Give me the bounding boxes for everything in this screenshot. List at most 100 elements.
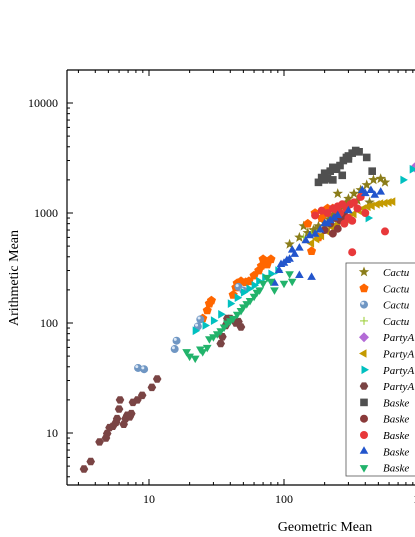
data-point bbox=[258, 280, 268, 289]
data-point bbox=[216, 339, 225, 348]
data-point bbox=[329, 213, 339, 221]
legend-label: PartyA bbox=[382, 381, 414, 393]
data-point bbox=[379, 176, 391, 187]
data-point bbox=[240, 288, 249, 297]
legend-box bbox=[345, 262, 415, 477]
data-point bbox=[137, 391, 147, 400]
data-point bbox=[182, 349, 191, 357]
data-point bbox=[332, 188, 343, 199]
data-point bbox=[287, 278, 297, 287]
legend-marker bbox=[359, 283, 369, 293]
data-point bbox=[361, 179, 372, 190]
data-point bbox=[301, 235, 311, 244]
data-point bbox=[310, 229, 320, 237]
data-point bbox=[349, 198, 358, 207]
data-point bbox=[245, 298, 255, 306]
data-point bbox=[266, 278, 276, 287]
data-point bbox=[348, 188, 360, 199]
data-point bbox=[147, 383, 157, 392]
data-point bbox=[355, 148, 363, 156]
legend-marker bbox=[359, 349, 367, 358]
data-point bbox=[246, 284, 254, 293]
data-point bbox=[329, 176, 337, 184]
legend-marker bbox=[358, 266, 370, 277]
data-point bbox=[372, 200, 380, 209]
data-point bbox=[344, 155, 353, 163]
data-point bbox=[353, 204, 362, 213]
data-point bbox=[209, 334, 218, 342]
data-point bbox=[196, 315, 205, 324]
data-point bbox=[232, 311, 242, 320]
data-point bbox=[295, 270, 304, 278]
legend-label: Cactu bbox=[383, 283, 410, 295]
data-point bbox=[368, 174, 379, 185]
tick-labels: 10 100 10 10 100 1000 10000 bbox=[28, 96, 415, 506]
data-point bbox=[228, 315, 238, 324]
data-point bbox=[409, 164, 415, 174]
data-point bbox=[192, 326, 201, 336]
data-point bbox=[234, 293, 243, 302]
data-point bbox=[375, 199, 384, 208]
data-point bbox=[316, 231, 325, 241]
data-point bbox=[412, 163, 415, 168]
data-point bbox=[303, 218, 313, 228]
data-point bbox=[326, 167, 335, 175]
data-point bbox=[327, 209, 339, 220]
y-tick-label: 10 bbox=[46, 426, 58, 440]
data-point bbox=[266, 254, 276, 264]
data-point bbox=[274, 265, 284, 273]
data-point bbox=[320, 176, 329, 184]
x-tick-label: 100 bbox=[275, 492, 293, 506]
data-point bbox=[79, 465, 89, 473]
data-point bbox=[262, 274, 272, 283]
y-axis-label: Arithmetic Mean bbox=[7, 230, 22, 326]
legend-label: PartyA bbox=[382, 332, 414, 344]
data-point bbox=[119, 420, 128, 428]
series-9 bbox=[314, 146, 376, 187]
data-point bbox=[298, 220, 309, 231]
data-point bbox=[381, 227, 390, 236]
series-10 bbox=[320, 211, 349, 238]
data-point bbox=[307, 246, 317, 255]
data-point bbox=[234, 317, 243, 326]
legend-marker bbox=[359, 446, 369, 454]
data-point bbox=[307, 272, 316, 280]
data-point bbox=[306, 239, 315, 248]
data-point bbox=[302, 227, 313, 238]
legend-label: PartyA bbox=[382, 365, 414, 377]
data-point bbox=[290, 249, 299, 257]
data-point bbox=[349, 209, 357, 219]
data-point bbox=[368, 167, 376, 175]
data-point bbox=[362, 153, 371, 162]
data-point bbox=[366, 185, 376, 193]
legend-label: PartyA bbox=[382, 349, 414, 361]
legend-label: Baske bbox=[383, 414, 409, 426]
data-point bbox=[361, 209, 370, 217]
legend-marker bbox=[361, 365, 369, 375]
legend-marker bbox=[360, 414, 368, 423]
data-point bbox=[287, 245, 297, 253]
data-point bbox=[258, 254, 268, 264]
x-tick-label: 10 bbox=[413, 492, 415, 506]
series-2 bbox=[198, 203, 338, 323]
data-point bbox=[285, 254, 294, 262]
data-point bbox=[344, 205, 353, 214]
data-point bbox=[364, 196, 375, 207]
data-point bbox=[172, 336, 181, 345]
x-axis-label: Geometric Mean bbox=[278, 520, 372, 535]
data-point bbox=[400, 175, 408, 185]
legend-label: Baske bbox=[383, 397, 409, 409]
data-point bbox=[314, 178, 323, 187]
data-point bbox=[86, 457, 95, 466]
data-point bbox=[270, 278, 279, 286]
data-point bbox=[348, 248, 357, 257]
data-point bbox=[251, 281, 260, 290]
data-point bbox=[323, 209, 332, 217]
data-point bbox=[115, 396, 125, 404]
data-point bbox=[210, 316, 219, 325]
data-point bbox=[338, 171, 347, 180]
data-point bbox=[219, 324, 229, 332]
legend-marker bbox=[359, 332, 369, 343]
legend-marker bbox=[360, 431, 368, 439]
